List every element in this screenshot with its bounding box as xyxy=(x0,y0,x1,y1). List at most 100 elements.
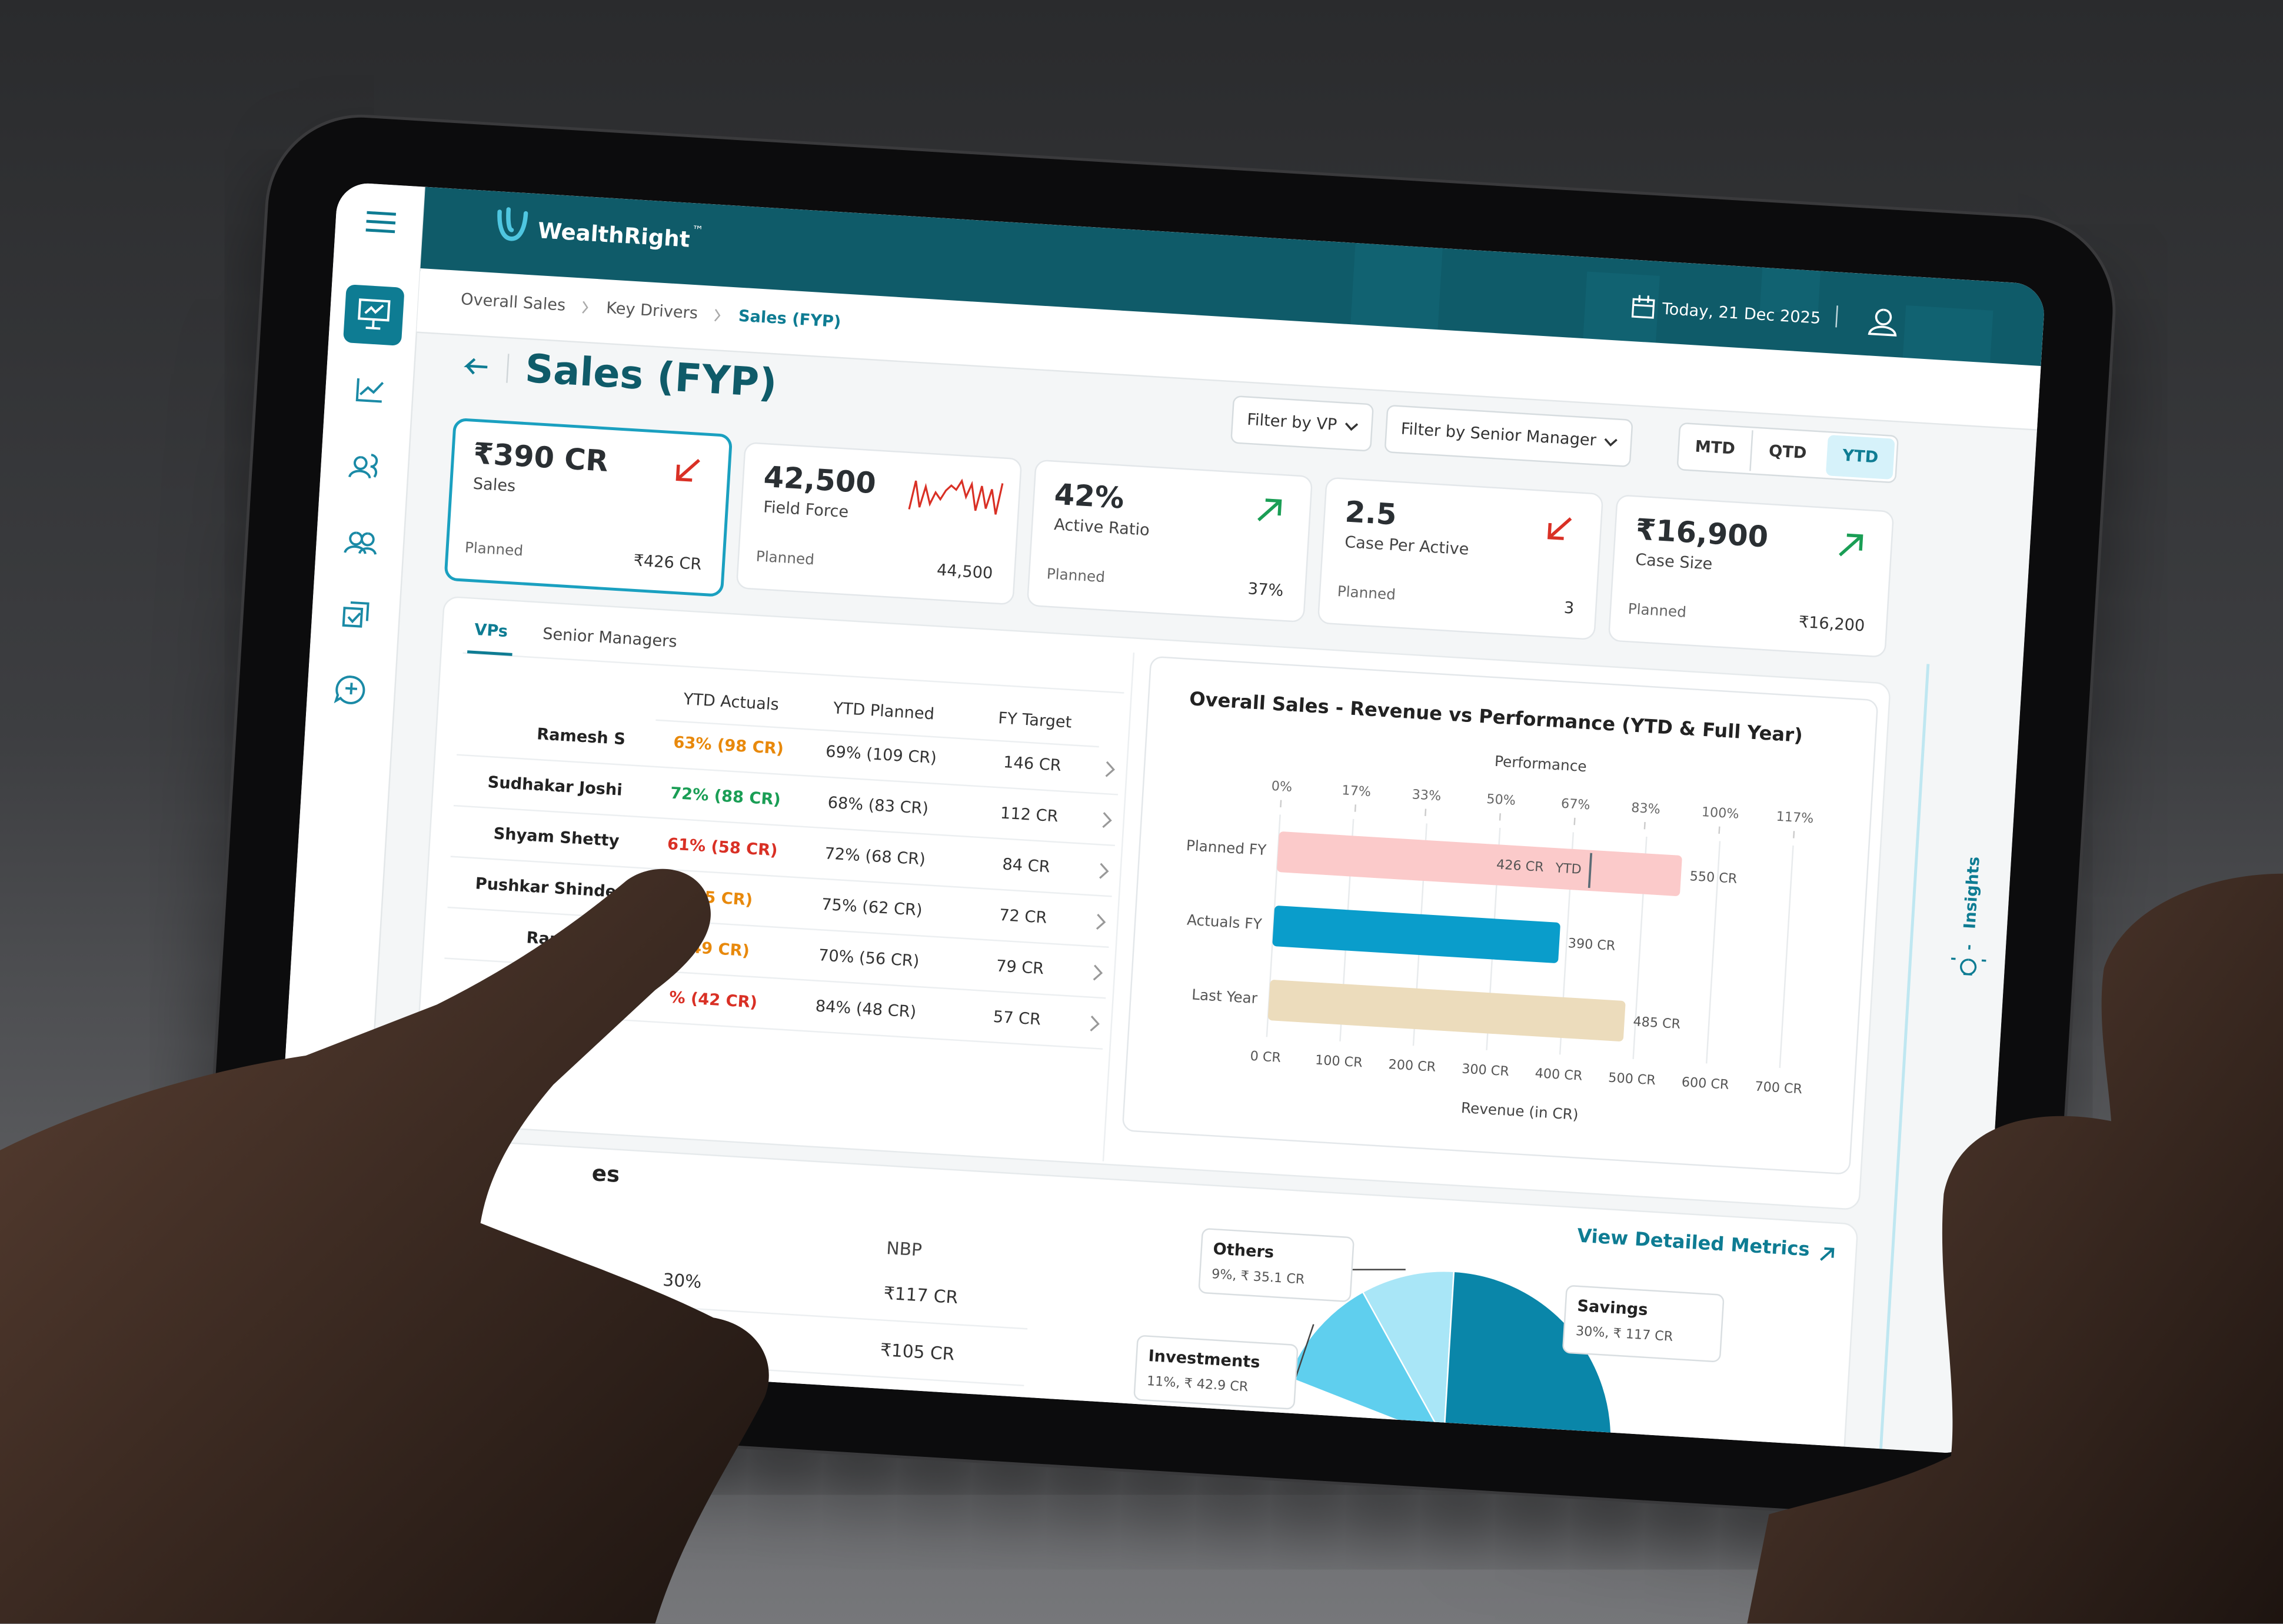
grid-line xyxy=(1705,841,1721,1064)
kpi-card[interactable] xyxy=(444,418,732,597)
period-option[interactable]: YTD xyxy=(1841,447,1879,467)
tablet-frame: WealthRight ™ Today, 21 Dec 2025 Overall Sa… xyxy=(195,112,2118,1525)
callout-leader xyxy=(1352,1269,1406,1271)
insights-rail xyxy=(1879,664,1930,1449)
nav-sales-icon xyxy=(358,298,391,330)
kpi-card[interactable] xyxy=(1027,460,1313,623)
nav-chat[interactable] xyxy=(334,675,365,704)
row-chevron[interactable] xyxy=(1105,761,1115,777)
table-header-border xyxy=(655,719,1099,748)
ytd-marker-label: YTD xyxy=(1555,860,1582,877)
panel-divider xyxy=(1102,653,1135,1162)
kpi-value: 42% xyxy=(1053,477,1125,515)
row-chevron[interactable] xyxy=(1102,812,1112,828)
bar-value-label: 550 CR xyxy=(1689,868,1738,887)
kpi-value: 2.5 xyxy=(1344,494,1397,531)
section-heading: es xyxy=(591,1160,621,1187)
nav-team[interactable] xyxy=(348,454,378,479)
nav-managers[interactable] xyxy=(344,531,377,555)
kpi-card[interactable] xyxy=(1608,495,1894,657)
fy-target: 84 CR xyxy=(1002,856,1051,877)
top-tick-label: 0% xyxy=(1271,778,1293,795)
nav-sales-active[interactable] xyxy=(343,284,405,346)
trend-down-icon xyxy=(1547,517,1572,540)
x-tick-label: 200 CR xyxy=(1388,1057,1436,1075)
row-chevron[interactable] xyxy=(1090,1015,1100,1031)
insights-tab[interactable]: Insights xyxy=(1961,856,1983,930)
top-tick-mark xyxy=(1354,804,1357,812)
top-tick-label: 50% xyxy=(1486,791,1516,808)
row-chevron[interactable] xyxy=(1099,863,1109,879)
back-button[interactable] xyxy=(464,358,488,375)
kpi-planned-value: ₹426 CR xyxy=(633,551,703,574)
user-menu[interactable] xyxy=(1868,308,1897,337)
top-tick-label: 67% xyxy=(1560,796,1590,813)
menu-button[interactable] xyxy=(365,211,397,234)
link-arrow[interactable] xyxy=(1820,1247,1835,1261)
x-tick-label: 400 CR xyxy=(1535,1066,1583,1084)
calendar-icon xyxy=(1631,295,1655,319)
x-tick-label: 700 CR xyxy=(1755,1079,1803,1097)
top-tick-mark xyxy=(1718,826,1720,834)
dropdown-chevron xyxy=(1604,438,1618,447)
kpi-planned-label: Planned xyxy=(756,547,815,568)
top-tick-label: 17% xyxy=(1342,783,1372,800)
trend-sparkline xyxy=(908,478,1004,515)
period-option[interactable]: QTD xyxy=(1768,442,1807,462)
top-tick-label: 33% xyxy=(1412,787,1442,804)
top-tick-mark xyxy=(1425,808,1427,816)
kpi-planned-label: Planned xyxy=(1628,600,1687,621)
product-nbp: ₹105 CR xyxy=(880,1340,955,1365)
product-column-header: NBP xyxy=(886,1238,922,1261)
kpi-card[interactable] xyxy=(1317,477,1603,640)
top-tick-label: 100% xyxy=(1701,804,1739,822)
fy-target: 57 CR xyxy=(993,1008,1041,1029)
nav-trends[interactable] xyxy=(355,378,384,403)
fy-target: 112 CR xyxy=(1000,804,1059,826)
column-header: FY Target xyxy=(998,709,1073,731)
insights-icon[interactable] xyxy=(1951,944,1987,976)
fy-target: 79 CR xyxy=(996,957,1044,978)
trend-down-icon xyxy=(675,458,700,482)
kpi-label: Sales xyxy=(472,475,516,495)
kpi-planned-value: ₹16,200 xyxy=(1798,613,1865,635)
filter-dropdown[interactable] xyxy=(1385,405,1633,467)
nav-tasks[interactable] xyxy=(342,601,370,628)
grid-line xyxy=(1779,845,1794,1068)
callout-box xyxy=(1133,1335,1299,1410)
callout-box xyxy=(1198,1228,1355,1302)
row-border xyxy=(453,804,1115,847)
breadcrumb-border xyxy=(416,331,2038,431)
kpi-planned-label: Planned xyxy=(1046,565,1106,585)
top-tick-label: 83% xyxy=(1631,800,1661,817)
x-tick-label: 500 CR xyxy=(1608,1070,1656,1089)
fy-target: 72 CR xyxy=(999,906,1047,927)
row-border xyxy=(447,906,1109,949)
period-option[interactable]: MTD xyxy=(1695,438,1736,458)
callout-title: Others xyxy=(1213,1240,1274,1262)
header-separator xyxy=(1835,305,1838,328)
callout-title: Savings xyxy=(1577,1297,1649,1319)
filter-dropdown[interactable] xyxy=(1230,395,1374,451)
bar xyxy=(1267,980,1626,1041)
kpi-value: 42,500 xyxy=(763,460,877,500)
kpi-card[interactable] xyxy=(736,442,1022,605)
header-pattern xyxy=(1350,242,1994,366)
trend-up-icon xyxy=(1257,498,1282,521)
brand-trademark: ™ xyxy=(691,224,704,238)
kpi-planned-value: 37% xyxy=(1247,580,1284,600)
kpi-label: Case Size xyxy=(1635,551,1713,574)
callout-box xyxy=(1562,1285,1725,1362)
row-chevron[interactable] xyxy=(1093,964,1103,981)
top-tick-label: 117% xyxy=(1776,809,1814,827)
row-chevron[interactable] xyxy=(1096,914,1106,930)
row-border xyxy=(450,856,1112,897)
period-active[interactable] xyxy=(1826,435,1895,480)
x-tick-label: 0 CR xyxy=(1250,1049,1282,1066)
tab[interactable]: VPs xyxy=(474,621,508,641)
